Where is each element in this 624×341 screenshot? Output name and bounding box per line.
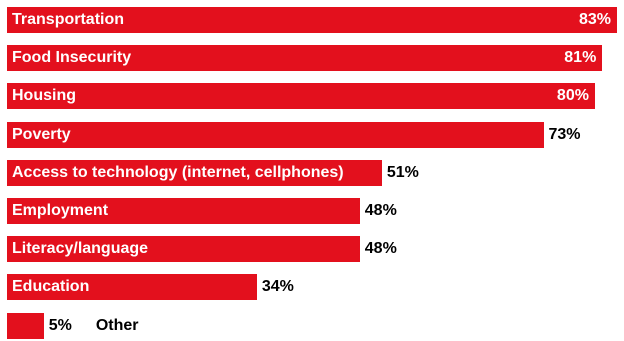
category-label: Housing [12,87,76,105]
bar [7,274,257,301]
bar [7,159,382,186]
bar [7,83,595,110]
category-label: Food Insecurity [12,49,132,67]
bar [7,198,360,224]
value-label: 83% [578,11,611,28]
bar [7,45,603,72]
value-label: 51% [386,163,419,181]
value-label: 80% [556,87,589,105]
category-label: Education [12,278,90,296]
category-label: Transportation [12,11,125,28]
value-label: 81% [564,49,597,67]
category-label: Literacy/language [12,240,149,258]
bar [7,7,617,33]
value-label: 48% [364,240,397,258]
bar [7,236,360,263]
value-label: 5% [48,316,72,334]
category-label: Employment [12,202,109,219]
bar [7,121,544,148]
value-label: 48% [364,202,397,219]
value-label: 73% [548,125,581,143]
category-label: Access to technology (internet, cellphon… [12,163,344,181]
bar [7,312,44,339]
category-label: Other [95,316,139,334]
value-label: 34% [261,278,294,296]
category-label: Poverty [12,125,71,143]
